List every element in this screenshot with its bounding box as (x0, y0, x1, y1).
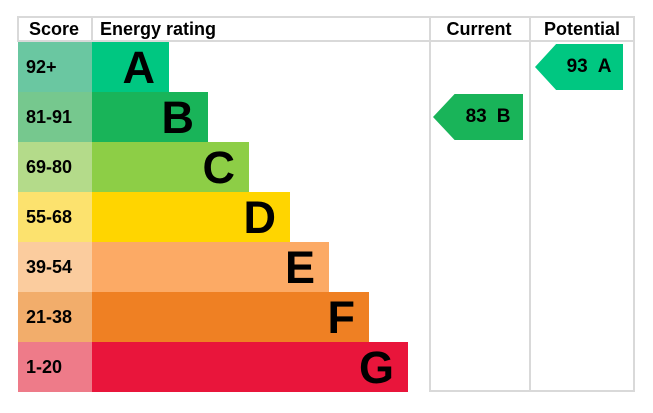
band-letter: A (122, 41, 156, 93)
epc-row: 69-80 C (18, 142, 408, 192)
potential-score-value: 93 (566, 56, 588, 77)
epc-row: 55-68 D (18, 192, 408, 242)
band-letter: F (327, 291, 356, 343)
epc-row: 39-54 E (18, 242, 408, 292)
score-range-cell: 92+ (18, 42, 92, 92)
current-rating-letter: B (496, 106, 511, 127)
score-range-label: 81-91 (26, 106, 73, 127)
score-range-cell: 69-80 (18, 142, 92, 192)
score-range-label: 69-80 (26, 156, 73, 177)
table-right-border (633, 16, 635, 392)
energy-band: F (92, 292, 369, 342)
band-letter: D (243, 191, 277, 243)
band-letter: C (202, 141, 236, 193)
score-range-cell: 81-91 (18, 92, 92, 142)
score-range-label: 1-20 (26, 356, 63, 377)
current-column-divider (429, 16, 431, 392)
header-bottom-border (17, 40, 635, 42)
table-top-border (17, 16, 635, 18)
energy-band: B (92, 92, 208, 142)
header-left-border (17, 16, 19, 42)
energy-band: E (92, 242, 329, 292)
table-bottom-border (429, 390, 635, 392)
energy-rating-header: Energy rating (100, 18, 217, 39)
energy-band: A (92, 42, 169, 92)
score-range-cell: 21-38 (18, 292, 92, 342)
energy-band: D (92, 192, 290, 242)
score-range-label: 21-38 (26, 306, 73, 327)
energy-band: C (92, 142, 249, 192)
energy-band: G (92, 342, 408, 392)
score-range-label: 39-54 (26, 256, 73, 277)
epc-row: 1-20 G (18, 342, 408, 392)
potential-rating-arrow: 93 A (535, 44, 623, 90)
epc-row: 21-38 F (18, 292, 408, 342)
band-letter: G (358, 341, 394, 393)
potential-rating-letter: A (597, 56, 612, 77)
score-range-cell: 55-68 (18, 192, 92, 242)
current-rating-arrow: 83 B (433, 94, 523, 140)
score-range-cell: 1-20 (18, 342, 92, 392)
score-range-label: 92+ (26, 56, 57, 77)
epc-row: 92+ A (18, 42, 408, 92)
band-rows: 92+ A 81-91 B 69-80 C 55-68 D 39-54 E 21… (18, 42, 408, 392)
score-column-divider (91, 16, 93, 42)
band-letter: B (161, 91, 195, 143)
current-score-value: 83 (465, 106, 487, 127)
score-range-label: 55-68 (26, 206, 73, 227)
potential-column-header: Potential (543, 18, 620, 39)
epc-row: 81-91 B (18, 92, 408, 142)
potential-column-divider (529, 16, 531, 392)
current-column-header: Current (446, 18, 512, 39)
band-letter: E (284, 241, 315, 293)
score-column-header: Score (28, 18, 80, 39)
score-range-cell: 39-54 (18, 242, 92, 292)
